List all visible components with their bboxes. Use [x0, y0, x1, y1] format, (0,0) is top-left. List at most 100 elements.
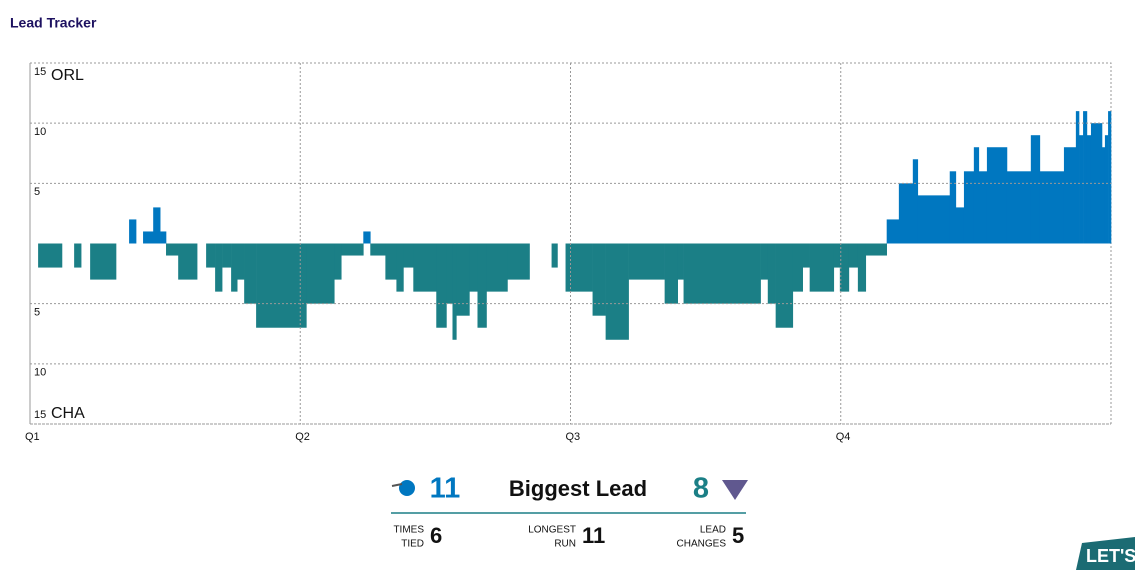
- lead-bar: [486, 243, 508, 292]
- lead-bar: [143, 231, 154, 244]
- lead-bar: [456, 243, 470, 316]
- lead-bar: [1030, 135, 1041, 244]
- lead-bar: [605, 243, 629, 340]
- lead-bar: [363, 231, 371, 244]
- lead-bar: [677, 243, 684, 280]
- lead-bar: [857, 243, 867, 292]
- stat-label: TIED: [401, 539, 424, 550]
- lead-bar: [237, 243, 245, 280]
- lead-bar: [767, 243, 776, 304]
- lead-bar: [1101, 147, 1106, 244]
- lead-bar: [809, 243, 835, 292]
- lead-bar: [160, 231, 167, 244]
- lead-bar: [178, 243, 198, 280]
- lead-bar: [129, 219, 137, 244]
- lead-bar: [1083, 111, 1088, 244]
- y-tick-label: 15: [34, 409, 46, 421]
- lead-bar: [775, 243, 794, 328]
- lead-bar: [206, 243, 216, 268]
- lead-bar: [865, 243, 887, 256]
- orl-logo: [391, 480, 415, 496]
- lead-bar: [1063, 147, 1077, 244]
- team-label: ORL: [51, 67, 84, 84]
- lead-bar: [949, 171, 957, 244]
- lead-bar: [802, 243, 810, 268]
- cha-biggest-lead: 8: [693, 473, 709, 505]
- x-tick-label: Q3: [566, 431, 581, 443]
- lead-bar: [507, 243, 530, 280]
- lead-bar: [551, 243, 558, 268]
- lead-bar: [396, 243, 404, 292]
- stat-value: 5: [732, 523, 744, 548]
- lead-bar: [792, 243, 803, 292]
- badge-text: LET'S: [1086, 546, 1135, 566]
- badge: LET'S: [1076, 537, 1135, 570]
- y-tick-label: 10: [34, 126, 46, 138]
- lead-bar: [1086, 135, 1092, 244]
- stat-value: 11: [582, 523, 605, 548]
- bars: [38, 111, 1112, 340]
- lead-bar: [565, 243, 593, 292]
- lead-bar: [153, 207, 161, 244]
- stat-label: TIMES: [393, 525, 424, 536]
- biggest-lead-heading: Biggest Lead: [509, 476, 647, 501]
- y-tick-label: 15: [34, 66, 46, 78]
- lead-bar: [1108, 111, 1112, 244]
- stat-label: LONGEST: [528, 525, 576, 536]
- lead-bar: [978, 171, 988, 244]
- stat-value: 6: [430, 523, 442, 548]
- lead-bar: [898, 183, 914, 244]
- lead-bar: [760, 243, 769, 280]
- lead-bar: [215, 243, 223, 292]
- lead-bar: [955, 207, 965, 244]
- lead-bar: [683, 243, 761, 304]
- lead-bar: [74, 243, 82, 268]
- lead-bar: [38, 243, 63, 268]
- lead-bar: [1079, 135, 1084, 244]
- lead-bar: [973, 147, 980, 244]
- lead-bar: [341, 243, 364, 256]
- orl-biggest-lead: 11: [430, 473, 461, 505]
- cha-logo: [722, 480, 748, 500]
- lead-bar: [839, 243, 850, 292]
- lead-bar: [166, 243, 179, 256]
- lead-bar: [1006, 171, 1032, 244]
- lead-bar: [1039, 171, 1065, 244]
- lead-bar: [334, 243, 342, 280]
- lead-bar: [1104, 135, 1109, 244]
- lead-bar: [413, 243, 437, 292]
- stat-label: CHANGES: [677, 539, 727, 550]
- lead-bar: [833, 243, 841, 268]
- lead-bar: [446, 243, 453, 304]
- lead-bar: [963, 171, 975, 244]
- x-tick-label: Q4: [836, 431, 851, 443]
- lead-bar: [436, 243, 447, 328]
- lead-bar: [592, 243, 606, 316]
- stat-label: LEAD: [700, 525, 726, 536]
- lead-bar: [306, 243, 335, 304]
- y-tick-label: 5: [34, 307, 40, 319]
- lead-bar: [90, 243, 117, 280]
- lead-bar: [370, 243, 386, 256]
- lead-bar: [244, 243, 257, 304]
- lead-bar: [886, 219, 900, 244]
- lead-bar: [477, 243, 487, 328]
- lead-bar: [1075, 111, 1080, 244]
- lead-bar: [452, 243, 457, 340]
- y-tick-label: 5: [34, 186, 40, 198]
- x-tick-label: Q2: [295, 431, 310, 443]
- lead-bar: [917, 195, 951, 244]
- y-tick-label: 10: [34, 367, 46, 379]
- lead-bar: [1090, 123, 1103, 244]
- team-label: CHA: [51, 405, 85, 422]
- lead-bar: [986, 147, 1008, 244]
- stat-label: RUN: [554, 539, 576, 550]
- lead-bar: [628, 243, 665, 280]
- lead-bar: [256, 243, 307, 328]
- lead-bar: [231, 243, 238, 292]
- lead-bar: [403, 243, 414, 268]
- lead-bar: [912, 159, 919, 244]
- lead-bar: [664, 243, 678, 304]
- lead-bar: [848, 243, 859, 268]
